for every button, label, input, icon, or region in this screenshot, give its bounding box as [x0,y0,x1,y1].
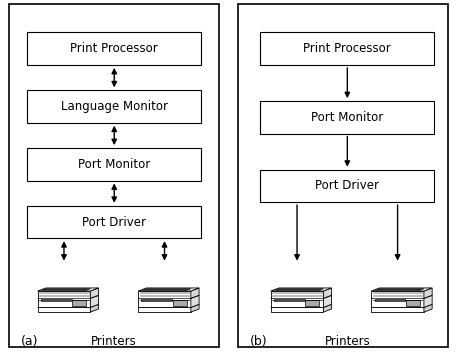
Polygon shape [271,291,324,298]
Polygon shape [138,291,191,298]
Polygon shape [376,295,427,297]
Polygon shape [90,295,99,308]
Polygon shape [324,295,332,308]
Bar [406,300,420,306]
FancyBboxPatch shape [260,101,434,134]
Polygon shape [138,308,191,312]
Polygon shape [271,288,332,291]
Polygon shape [43,295,94,297]
Polygon shape [371,291,424,298]
Polygon shape [37,288,99,291]
Polygon shape [276,295,327,297]
Text: Port Monitor: Port Monitor [311,111,383,124]
Polygon shape [324,288,332,298]
Text: (b): (b) [250,335,267,348]
Polygon shape [324,304,332,312]
Polygon shape [191,288,199,298]
Polygon shape [271,304,332,308]
FancyBboxPatch shape [27,206,201,238]
FancyBboxPatch shape [27,90,201,123]
FancyBboxPatch shape [27,148,201,180]
Polygon shape [138,288,199,291]
Polygon shape [275,289,324,290]
FancyBboxPatch shape [260,170,434,202]
Polygon shape [37,308,90,312]
Text: Port Monitor: Port Monitor [78,158,150,171]
Polygon shape [424,288,432,298]
Polygon shape [424,304,432,312]
Polygon shape [274,299,305,301]
Polygon shape [375,299,405,301]
Text: Port Driver: Port Driver [315,179,379,192]
Polygon shape [271,298,324,308]
Bar [173,300,186,306]
Polygon shape [143,295,194,297]
Polygon shape [371,298,424,308]
Text: Printers: Printers [91,335,137,348]
Polygon shape [138,295,199,298]
Bar [305,300,319,306]
Polygon shape [142,299,172,301]
Polygon shape [142,289,191,290]
Polygon shape [371,288,432,291]
Text: (a): (a) [21,335,38,348]
Polygon shape [271,295,332,298]
Polygon shape [42,289,90,290]
FancyBboxPatch shape [9,4,219,347]
Polygon shape [424,295,432,308]
Polygon shape [37,291,90,298]
Polygon shape [375,289,424,290]
FancyBboxPatch shape [27,32,201,65]
Polygon shape [191,295,199,308]
Polygon shape [41,299,72,301]
Polygon shape [90,288,99,298]
Polygon shape [371,304,432,308]
FancyBboxPatch shape [260,32,434,65]
Text: Language Monitor: Language Monitor [61,100,168,113]
Text: Port Driver: Port Driver [82,216,146,229]
Polygon shape [37,304,99,308]
Text: Print Processor: Print Processor [70,42,158,55]
Polygon shape [271,308,324,312]
Text: Printers: Printers [324,335,370,348]
Bar [72,300,86,306]
Polygon shape [371,295,432,298]
Polygon shape [191,304,199,312]
Polygon shape [138,298,191,308]
Polygon shape [37,298,90,308]
Polygon shape [37,295,99,298]
Polygon shape [138,304,199,308]
Polygon shape [371,308,424,312]
FancyBboxPatch shape [238,4,448,347]
Text: Print Processor: Print Processor [303,42,391,55]
Polygon shape [90,304,99,312]
